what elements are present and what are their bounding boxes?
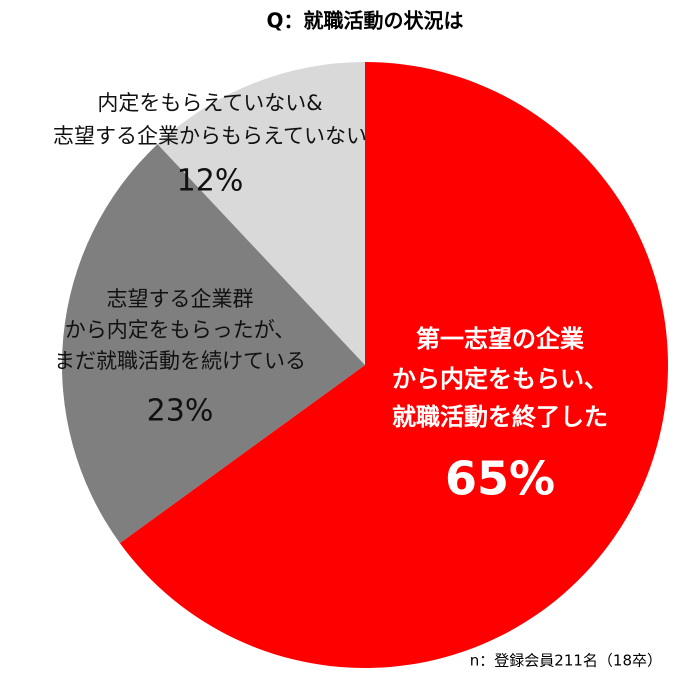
slice-label: 就職活動を終了した (392, 403, 608, 431)
pie-slice (157, 62, 365, 365)
note: n：登録会員211名（18卒） (470, 652, 662, 670)
slice-label: 志望する企業群 (107, 287, 254, 311)
chart-title: Q：就職活動の状況は (266, 9, 463, 33)
slice-label: から内定をもらったが、 (65, 318, 296, 342)
value-label: 12% (177, 164, 244, 199)
value-label: 23% (147, 394, 214, 429)
value-label: 65% (445, 452, 555, 506)
slice-label: 志望する企業からもらえていない (53, 124, 367, 148)
slice-label: 内定をもらえていない& (97, 91, 322, 115)
slice-label: 第一志望の企業 (416, 325, 584, 353)
pie-slice (61, 144, 365, 544)
slice-label: まだ就職活動を続けている (54, 349, 306, 373)
slice-label: から内定をもらい、 (392, 365, 608, 393)
pie-slice (119, 62, 668, 668)
